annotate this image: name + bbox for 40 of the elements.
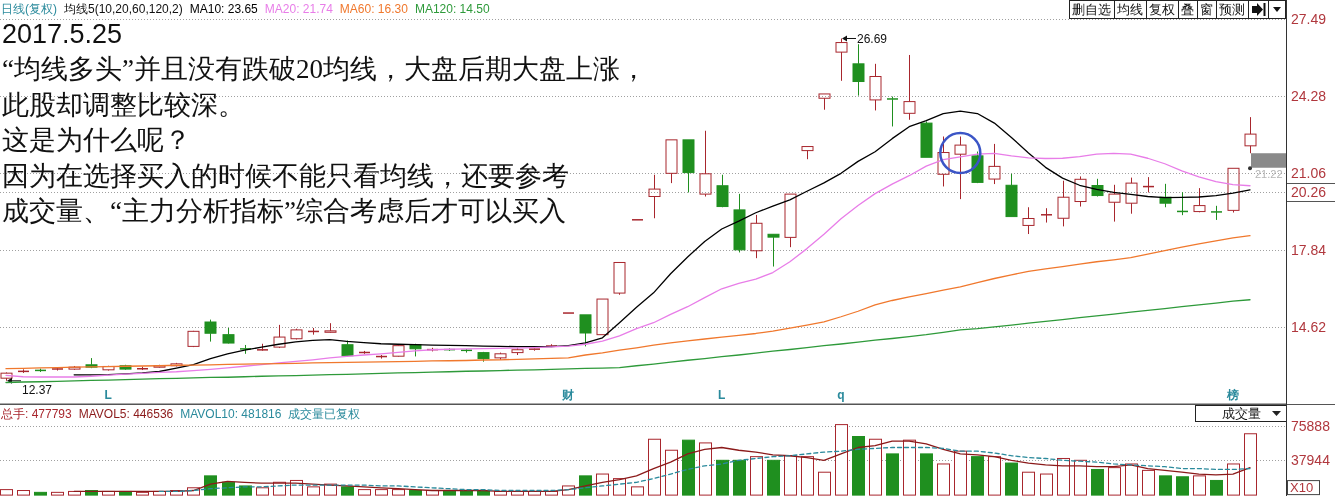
x-tick-label: L <box>104 388 112 402</box>
x-tick-label: L <box>718 388 726 402</box>
annotation: 21.22 <box>1255 168 1283 181</box>
y-tick-label: 20.26 <box>1291 184 1327 201</box>
annotation: 因为在选择买入的时候不能只看均线，还要参考 <box>2 160 569 191</box>
x-tick-label: 榜 <box>1225 388 1239 402</box>
annotation: “均线多头”并且没有跌破20均线，大盘后期大盘上涨， <box>2 54 647 84</box>
annotation: 成交量、“主力分析指标”综合考虑后才可以买入 <box>2 196 566 227</box>
annotation: 删自选 <box>1072 2 1111 17</box>
annotation: 复权 <box>1149 2 1175 17</box>
annotation: 均线 <box>1116 2 1143 17</box>
annotation: 成交量 <box>1222 406 1261 421</box>
text: MAVOL5: 446536 <box>78 407 174 421</box>
y-tick-label: 37944 <box>1291 452 1331 469</box>
y-tick-label: 75888 <box>1291 417 1331 434</box>
y-tick-label: 21.06 <box>1291 165 1327 182</box>
text: 12.37 <box>22 382 53 397</box>
annotation: 这是为什么呢？ <box>2 125 191 156</box>
y-tick-label: 17.84 <box>1291 242 1327 259</box>
y-tick-label: 14.62 <box>1291 319 1327 336</box>
chart-subtitle: 日线(复权) <box>1 2 57 16</box>
text: MA60: 16.30 <box>339 2 409 16</box>
y-tick-label: 24.28 <box>1291 88 1327 105</box>
annotation: 预测 <box>1219 2 1245 17</box>
annotation: 窗 <box>1200 2 1213 17</box>
text: 总手: 477793 <box>0 407 73 421</box>
text: 26.69 <box>857 31 888 46</box>
y-tick-label: 27.49 <box>1291 11 1327 28</box>
legend-title: 均线5(10,20,60,120,2) <box>63 2 183 16</box>
annotation: 此股却调整比较深。 <box>2 89 245 120</box>
x-tick-label: 财 <box>561 388 575 402</box>
annotation: 成交量已复权 <box>288 407 361 421</box>
text: MAVOL10: 481816 <box>180 407 282 421</box>
text: MA20: 21.74 <box>264 2 334 16</box>
text: MA10: 23.65 <box>189 2 259 16</box>
text: 2017.5.25 <box>2 19 123 49</box>
y-axis-title: X10 <box>1290 480 1314 496</box>
annotation: 叠 <box>1181 2 1194 17</box>
text: MA120: 14.50 <box>414 2 490 16</box>
x-tick-label: q <box>837 388 845 402</box>
